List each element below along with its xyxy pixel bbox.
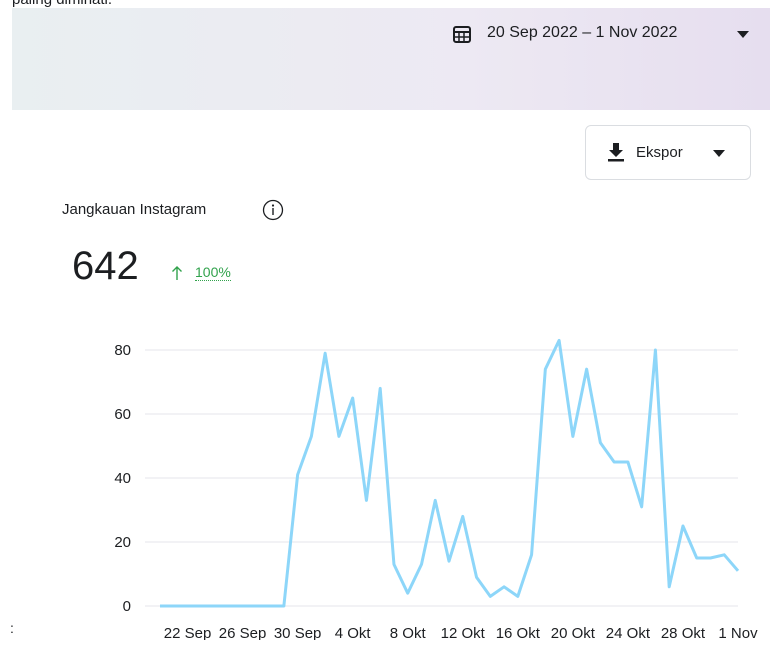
footer-mark: : xyxy=(10,620,14,636)
chart: 0 20 40 60 80 22 Sep 26 Sep 30 Sep 4 Okt 8 Okt 12 … xyxy=(114,338,758,640)
metric-title: Jangkauan Instagram xyxy=(62,201,207,218)
date-range[interactable]: 20 Sep 2022 – 1 Nov 2022 xyxy=(487,24,678,41)
y-tick-label: 80 xyxy=(114,342,131,359)
export-label: Ekspor xyxy=(636,144,683,161)
y-tick-label: 0 xyxy=(123,598,131,615)
caret xyxy=(737,31,749,38)
banner: 20 Sep 2022 – 1 Nov 2022 xyxy=(12,8,770,110)
x-tick-label: 8 Okt xyxy=(390,625,427,640)
x-tick-label: 16 Okt xyxy=(496,625,541,640)
x-tick-label: 28 Okt xyxy=(661,625,706,640)
y-tick-label: 20 xyxy=(114,534,131,551)
x-tick-label: 26 Sep xyxy=(219,625,267,640)
metric-value: 642 xyxy=(72,244,139,288)
x-tick-label: 20 Okt xyxy=(551,625,596,640)
x-tick-label: 22 Sep xyxy=(164,625,212,640)
y-tick-label: 40 xyxy=(114,470,131,487)
info-icon[interactable] xyxy=(262,199,286,223)
download-icon xyxy=(608,143,624,162)
x-tick-label: 4 Okt xyxy=(335,625,372,640)
line-series xyxy=(160,338,740,608)
up-arrow xyxy=(172,266,182,280)
y-tick-label: 60 xyxy=(114,406,131,423)
x-tick-label: 24 Okt xyxy=(606,625,651,640)
caret xyxy=(713,150,725,157)
x-tick-label: 12 Okt xyxy=(441,625,486,640)
x-tick-label: 30 Sep xyxy=(274,625,322,640)
metric-change: 100% xyxy=(195,264,231,281)
note: paling diminati. xyxy=(12,0,112,8)
x-tick-label: 1 Nov xyxy=(718,625,758,640)
calendar-icon xyxy=(453,26,471,43)
export-button[interactable]: Ekspor xyxy=(585,125,751,180)
